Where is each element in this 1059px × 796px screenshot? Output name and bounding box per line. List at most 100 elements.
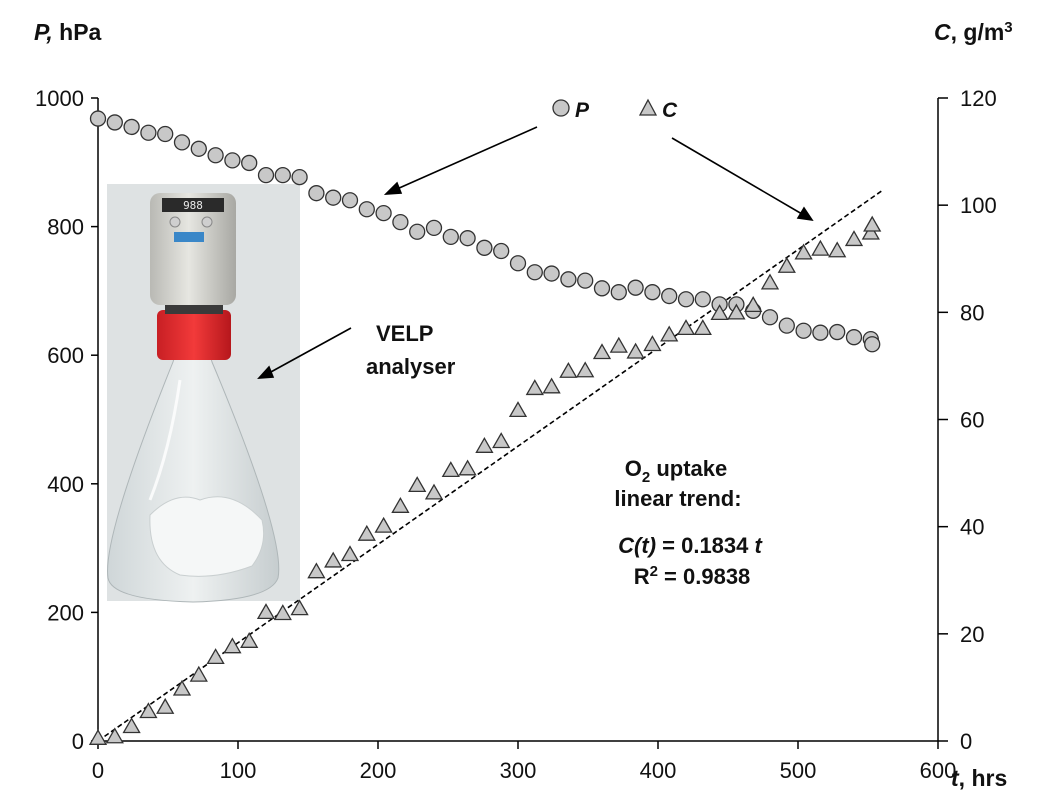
p-point [442,228,459,246]
series-c [88,215,882,745]
right-axis-unit-sup: 3 [1004,19,1012,36]
c-point [156,697,175,714]
left-axis-title: P, hPa [34,19,102,45]
c-point [508,401,528,418]
eq-t: t [755,533,764,558]
c-point [88,729,108,745]
p-point [325,189,342,206]
c-point [693,319,712,336]
p-point [173,134,191,151]
left-tick-label: 0 [72,729,84,754]
right-tick-label: 100 [960,193,997,218]
arrow-p [396,126,538,190]
left-y-axis: 0 200 400 600 800 1000 [35,86,99,754]
c-point [441,461,460,478]
p-point [778,317,795,334]
p-point [409,223,426,240]
legend-c-label: C [662,99,678,122]
trend-r2: R2 = 0.9838 [634,563,751,589]
c-point [424,483,444,500]
c-point [592,343,612,360]
x-axis-title: t, hrs [951,765,1007,791]
c-point [139,702,158,719]
p-point [106,114,123,131]
c-point [794,243,813,260]
left-tick-label: 200 [47,600,84,625]
c-point [189,665,208,682]
x-tick-label: 600 [920,758,957,783]
x-tick-label: 400 [640,758,677,783]
c-point [374,516,393,533]
x-axis-var: t [951,765,960,791]
legend-p-label: P [575,99,590,122]
x-tick-label: 300 [500,758,537,783]
p-point [661,287,678,305]
c-point [240,632,259,648]
c-point [324,551,343,568]
c-point [626,342,645,359]
p-point [761,309,779,326]
x-tick-label: 0 [92,758,104,783]
left-tick-label: 800 [47,215,84,240]
right-tick-label: 40 [960,515,984,540]
o2-prefix: O [625,456,642,481]
velp-label-1: VELP [376,321,433,346]
p-point [123,118,140,136]
right-axis-unit: , g/m [951,19,1005,45]
p-point [560,271,577,288]
p-point [829,323,846,341]
c-point [542,377,561,394]
p-point [241,154,258,172]
c-point [525,379,544,396]
p-point [341,192,359,209]
p-point [274,167,291,184]
eq-mid: = 0.1834 [656,533,754,558]
p-point [577,272,594,289]
r2-value: = 0.9838 [658,564,750,589]
p-point [526,264,543,281]
p-point [392,213,409,231]
p-point [257,167,275,184]
c-point [777,256,796,273]
c-point [172,679,192,696]
arrow-c [671,137,803,215]
annotation-arrows [257,126,814,379]
c-point [844,230,864,247]
c-point [475,436,494,453]
x-tick-label: 100 [220,758,257,783]
p-point [644,284,661,301]
velp-display: 988 [183,199,203,212]
c-point [760,273,780,290]
p-point [459,230,476,247]
trend-title-2: linear trend: [614,486,741,511]
c-point [609,336,628,353]
p-point [358,201,375,218]
p-point [190,140,207,157]
x-tick-label: 500 [780,758,817,783]
p-point [543,265,560,282]
c-point [273,604,292,621]
c-point [122,717,141,734]
c-point [340,545,360,562]
p-point [89,110,107,127]
p-point [157,125,174,143]
c-point [391,496,410,513]
p-point [593,280,611,297]
right-tick-label: 0 [960,729,972,754]
c-point [863,215,882,232]
x-tick-label: 200 [360,758,397,783]
c-point [223,637,242,654]
c-point [357,524,376,541]
p-point [812,324,829,341]
c-point [290,599,309,616]
c-point [744,296,763,313]
r2-superscript: 2 [650,563,658,580]
p-point [291,168,308,186]
eq-lhs: C(t) [618,533,656,558]
c-point [811,239,830,256]
p-point [610,284,627,301]
c-point [307,562,326,579]
right-tick-label: 20 [960,622,984,647]
p-point [375,204,392,222]
